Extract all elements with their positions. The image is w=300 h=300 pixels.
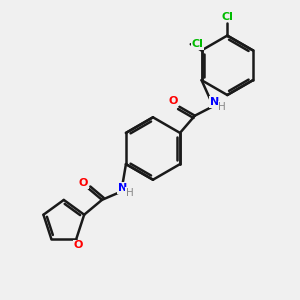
Text: O: O [73,240,83,250]
Text: H: H [126,188,134,198]
Text: Cl: Cl [191,39,203,49]
Text: N: N [210,97,219,107]
Text: Cl: Cl [221,11,233,22]
Text: O: O [79,178,88,188]
Text: N: N [118,183,127,193]
Text: O: O [169,96,178,106]
Text: H: H [218,102,226,112]
